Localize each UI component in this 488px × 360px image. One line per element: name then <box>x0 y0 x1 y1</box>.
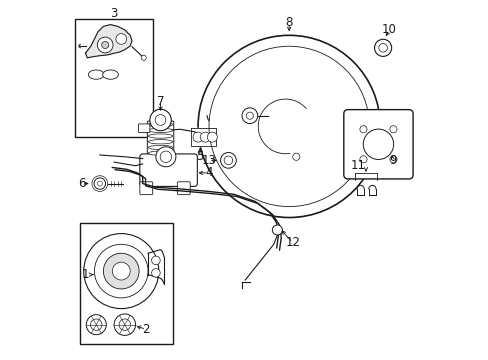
Text: 8: 8 <box>285 16 292 29</box>
Circle shape <box>151 256 160 265</box>
Ellipse shape <box>148 128 172 132</box>
Circle shape <box>92 176 107 192</box>
Ellipse shape <box>148 122 172 127</box>
Circle shape <box>359 126 366 133</box>
Circle shape <box>389 156 396 163</box>
Bar <box>75 19 153 137</box>
Text: 7: 7 <box>157 95 164 108</box>
Circle shape <box>114 314 135 336</box>
Circle shape <box>242 108 257 123</box>
Circle shape <box>94 244 148 298</box>
Circle shape <box>119 319 130 330</box>
Circle shape <box>224 156 232 165</box>
Circle shape <box>193 132 203 142</box>
Circle shape <box>207 132 217 142</box>
Text: 4: 4 <box>204 166 212 179</box>
Text: 13: 13 <box>201 154 216 167</box>
FancyBboxPatch shape <box>140 154 197 186</box>
Circle shape <box>97 37 113 53</box>
Text: 10: 10 <box>381 23 396 36</box>
Circle shape <box>83 234 159 309</box>
Circle shape <box>198 35 380 217</box>
Bar <box>80 223 173 344</box>
Circle shape <box>103 253 139 289</box>
Circle shape <box>86 315 106 335</box>
Circle shape <box>116 33 126 44</box>
Text: 5: 5 <box>196 150 203 163</box>
Text: 12: 12 <box>285 236 300 249</box>
Polygon shape <box>85 24 132 58</box>
Circle shape <box>220 153 236 168</box>
Circle shape <box>90 319 102 330</box>
Circle shape <box>112 262 130 280</box>
Circle shape <box>292 153 299 160</box>
Circle shape <box>378 44 386 52</box>
Ellipse shape <box>148 151 172 156</box>
Circle shape <box>208 46 368 207</box>
Ellipse shape <box>102 70 118 79</box>
Circle shape <box>156 147 176 167</box>
Ellipse shape <box>88 70 104 79</box>
Circle shape <box>272 225 282 235</box>
Text: 3: 3 <box>110 8 118 21</box>
Text: 6: 6 <box>78 177 85 190</box>
Circle shape <box>149 109 171 131</box>
FancyBboxPatch shape <box>140 182 152 195</box>
Circle shape <box>363 129 393 159</box>
Circle shape <box>359 156 366 163</box>
FancyBboxPatch shape <box>177 182 190 195</box>
Circle shape <box>94 178 105 189</box>
Text: 1: 1 <box>81 268 89 281</box>
Circle shape <box>151 269 160 277</box>
Circle shape <box>160 151 171 162</box>
Circle shape <box>155 114 165 125</box>
Circle shape <box>97 181 102 186</box>
Circle shape <box>141 55 146 60</box>
Circle shape <box>102 41 108 49</box>
Polygon shape <box>190 128 216 146</box>
FancyBboxPatch shape <box>343 110 412 179</box>
FancyBboxPatch shape <box>147 121 173 157</box>
Text: 2: 2 <box>142 323 150 336</box>
Circle shape <box>246 112 253 119</box>
Ellipse shape <box>148 140 172 144</box>
Text: 9: 9 <box>388 154 396 167</box>
Text: 11: 11 <box>350 159 365 172</box>
Ellipse shape <box>148 145 172 150</box>
Circle shape <box>389 126 396 133</box>
Circle shape <box>200 132 210 142</box>
Circle shape <box>374 39 391 57</box>
FancyBboxPatch shape <box>138 124 149 132</box>
Ellipse shape <box>148 134 172 138</box>
